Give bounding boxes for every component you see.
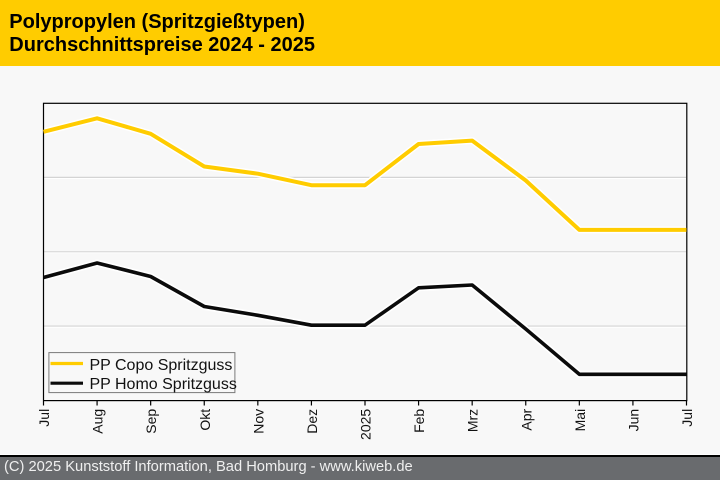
svg-text:PP Copo Spritzguss: PP Copo Spritzguss (90, 357, 233, 374)
svg-text:Dez: Dez (304, 409, 320, 434)
svg-text:Nov: Nov (250, 409, 266, 434)
svg-text:Mrz: Mrz (465, 409, 481, 432)
svg-text:Jul: Jul (36, 409, 52, 427)
svg-text:Sep: Sep (143, 409, 159, 434)
svg-text:Okt: Okt (197, 409, 213, 431)
svg-text:Aug: Aug (90, 409, 106, 434)
svg-text:Apr: Apr (518, 408, 534, 430)
svg-text:Feb: Feb (411, 409, 427, 433)
svg-text:Jul: Jul (679, 409, 695, 427)
svg-text:PP Homo Spritzguss: PP Homo Spritzguss (90, 376, 237, 393)
svg-text:Jun: Jun (625, 409, 641, 432)
svg-text:Mai: Mai (572, 409, 588, 432)
svg-text:2025: 2025 (358, 409, 374, 440)
